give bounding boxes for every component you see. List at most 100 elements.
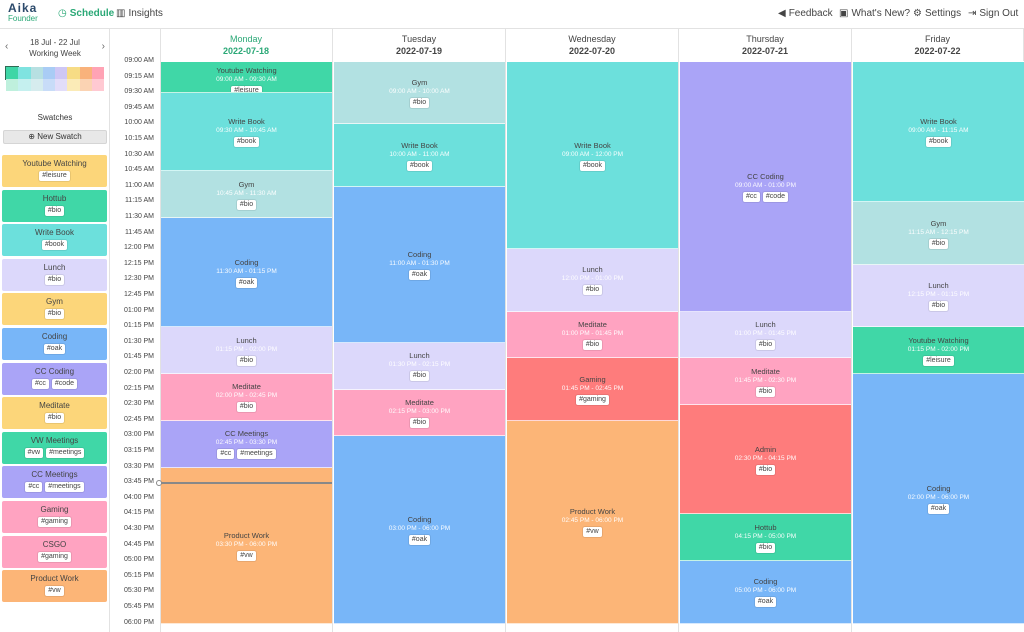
- calendar-event[interactable]: Write Book 09:00 AM - 12:00 PM #book: [507, 62, 678, 250]
- nav-insights[interactable]: ▥ Insights: [116, 8, 163, 19]
- calendar-event[interactable]: Coding 11:00 AM - 01:30 PM #oak: [334, 186, 505, 343]
- swatch-item[interactable]: Gym #bio: [2, 293, 107, 326]
- calendar-event[interactable]: Coding 03:00 PM - 06:00 PM #oak: [334, 436, 505, 624]
- calendar-event[interactable]: Product Work 02:45 PM - 06:00 PM #vw: [507, 420, 678, 624]
- tag-chip[interactable]: #vw: [583, 527, 602, 538]
- calendar-event[interactable]: Hottub 04:15 PM - 05:00 PM #bio: [680, 514, 851, 562]
- tag-chip[interactable]: #bio: [44, 309, 65, 320]
- palette-color[interactable]: [30, 79, 43, 91]
- swatch-item[interactable]: CC Meetings #cc #meetings: [2, 466, 107, 499]
- tag-chip[interactable]: #bio: [44, 413, 65, 424]
- palette-color[interactable]: [6, 79, 19, 91]
- tag-chip[interactable]: #leisure: [923, 355, 954, 366]
- tag-chip[interactable]: #bio: [582, 285, 603, 296]
- tag-chip[interactable]: #bio: [755, 464, 776, 475]
- tag-chip[interactable]: #bio: [236, 355, 257, 366]
- tag-chip[interactable]: #cc: [743, 191, 760, 202]
- calendar-event[interactable]: CC Meetings 02:45 PM - 03:30 PM #cc #meetin…: [161, 420, 332, 468]
- calendar-event[interactable]: Gym 10:45 AM - 11:30 AM #bio: [161, 171, 332, 218]
- tag-chip[interactable]: #book: [41, 240, 68, 251]
- nav-sign-out[interactable]: ⇥ Sign Out: [968, 8, 1018, 19]
- tag-chip[interactable]: #bio: [755, 542, 776, 553]
- tag-chip[interactable]: #bio: [928, 238, 949, 249]
- tag-chip[interactable]: #code: [51, 378, 77, 389]
- tag-chip[interactable]: #vw: [45, 586, 64, 597]
- calendar-event[interactable]: Coding 02:00 PM - 06:00 PM #oak: [853, 374, 1024, 624]
- palette-color[interactable]: [30, 67, 43, 79]
- swatch-item[interactable]: Write Book #book: [2, 224, 107, 257]
- tag-chip[interactable]: #bio: [928, 300, 949, 311]
- calendar-event[interactable]: Gym 09:00 AM - 10:00 AM #bio: [334, 62, 505, 125]
- calendar-event[interactable]: CC Coding 09:00 AM - 01:00 PM #cc #code: [680, 62, 851, 312]
- tag-chip[interactable]: #bio: [409, 98, 430, 109]
- swatch-item[interactable]: Lunch #bio: [2, 258, 107, 291]
- tag-chip[interactable]: #bio: [409, 417, 430, 428]
- app-logo[interactable]: Aika Founder: [8, 2, 38, 24]
- palette-color[interactable]: [91, 67, 104, 79]
- calendar-event[interactable]: Meditate 01:00 PM - 01:45 PM #bio: [507, 311, 678, 359]
- swatch-item[interactable]: VW Meetings #vw #meetings: [2, 431, 107, 464]
- calendar-event[interactable]: Meditate 01:45 PM - 02:30 PM #bio: [680, 358, 851, 406]
- calendar-event[interactable]: Meditate 02:00 PM - 02:45 PM #bio: [161, 374, 332, 421]
- chevron-left-icon[interactable]: ‹: [5, 41, 9, 52]
- swatch-item[interactable]: Hottub #bio: [2, 189, 107, 222]
- tag-chip[interactable]: #leisure: [231, 86, 262, 93]
- tag-chip[interactable]: #cc: [32, 378, 49, 389]
- tag-chip[interactable]: #bio: [44, 274, 65, 285]
- tag-chip[interactable]: #oak: [408, 269, 431, 280]
- tag-chip[interactable]: #oak: [408, 534, 431, 545]
- calendar-event[interactable]: Admin 02:30 PM - 04:15 PM #bio: [680, 405, 851, 515]
- tag-chip[interactable]: #bio: [236, 199, 257, 210]
- palette-color[interactable]: [55, 79, 68, 91]
- nav-settings[interactable]: ⚙ Settings: [913, 8, 961, 19]
- tag-chip[interactable]: #vw: [24, 447, 44, 458]
- tag-chip[interactable]: #bio: [582, 339, 603, 350]
- swatch-item[interactable]: Gaming #gaming: [2, 501, 107, 533]
- nav-feedback[interactable]: ◀ Feedback: [778, 8, 833, 19]
- nav-whats-new[interactable]: ▣ What's New?: [839, 8, 910, 19]
- tag-chip[interactable]: #book: [579, 160, 606, 171]
- palette-color[interactable]: [79, 79, 92, 91]
- palette-color[interactable]: [42, 79, 55, 91]
- calendar-event[interactable]: Meditate 02:15 PM - 03:00 PM #bio: [334, 389, 505, 437]
- tag-chip[interactable]: #book: [925, 137, 952, 148]
- tag-chip[interactable]: #bio: [236, 402, 257, 413]
- tag-chip[interactable]: #gaming: [38, 517, 71, 527]
- tag-chip[interactable]: #oak: [235, 277, 258, 288]
- calendar-event[interactable]: Write Book 09:30 AM - 10:45 AM #book: [161, 93, 332, 172]
- palette-color[interactable]: [18, 67, 31, 79]
- calendar-event[interactable]: Lunch 12:00 PM - 01:00 PM #bio: [507, 249, 678, 312]
- tag-chip[interactable]: #oak: [754, 597, 777, 608]
- tag-chip[interactable]: #bio: [755, 339, 776, 350]
- swatch-item[interactable]: Product Work #vw: [2, 570, 107, 603]
- palette-color[interactable]: [4, 66, 20, 80]
- tag-chip[interactable]: #cc: [217, 449, 235, 460]
- swatch-item[interactable]: Coding #oak: [2, 328, 107, 360]
- chevron-right-icon[interactable]: ›: [101, 41, 105, 52]
- calendar-event[interactable]: Youtube Watching 01:15 PM - 02:00 PM #leis…: [853, 327, 1024, 374]
- tag-chip[interactable]: #oak: [927, 503, 950, 514]
- calendar-event[interactable]: Write Book 09:00 AM - 11:15 AM #book: [853, 62, 1024, 203]
- tag-chip[interactable]: #vw: [237, 550, 256, 561]
- tag-chip[interactable]: #gaming: [38, 551, 71, 562]
- calendar-event[interactable]: Gym 11:15 AM - 12:15 PM #bio: [853, 202, 1024, 265]
- palette-color[interactable]: [67, 79, 80, 91]
- calendar-event[interactable]: Coding 05:00 PM - 06:00 PM #oak: [680, 561, 851, 624]
- swatch-item[interactable]: CC Coding #cc #code: [2, 362, 107, 395]
- swatch-item[interactable]: Youtube Watching #leisure: [2, 155, 107, 187]
- tag-chip[interactable]: #meetings: [237, 449, 276, 460]
- palette-color[interactable]: [79, 67, 92, 79]
- calendar-event[interactable]: Youtube Watching 09:00 AM - 09:30 AM #leis…: [161, 62, 332, 94]
- tag-chip[interactable]: #meetings: [46, 447, 85, 458]
- tag-chip[interactable]: #bio: [44, 205, 65, 216]
- tag-chip[interactable]: #oak: [43, 344, 66, 354]
- calendar-event[interactable]: Lunch 12:15 PM - 01:15 PM #bio: [853, 264, 1024, 328]
- palette-color[interactable]: [55, 67, 68, 79]
- calendar-event[interactable]: Write Book 10:00 AM - 11:00 AM #book: [334, 124, 505, 187]
- calendar-event[interactable]: Lunch 01:30 PM - 02:15 PM #bio: [334, 342, 505, 390]
- tag-chip[interactable]: #cc: [25, 482, 43, 493]
- tag-chip[interactable]: #leisure: [39, 171, 70, 181]
- palette-color[interactable]: [42, 67, 55, 79]
- calendar-event[interactable]: Lunch 01:15 PM - 02:00 PM #bio: [161, 327, 332, 374]
- tag-chip[interactable]: #gaming: [576, 394, 609, 405]
